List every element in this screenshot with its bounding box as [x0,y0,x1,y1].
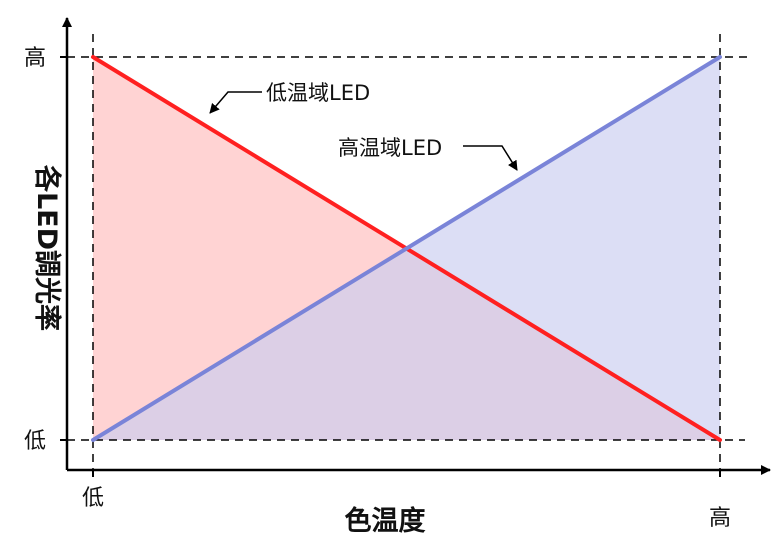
series-line-2 [91,55,722,442]
callout-leader-high-temp [463,145,518,171]
x-axis-title: 色温度 [345,505,426,537]
y-axis-title: 各LED調光率 [31,164,63,331]
x-tick-label-high: 高 [709,506,731,531]
y-tick-label-high: 高 [24,46,46,71]
y-tick-label-low: 低 [24,429,46,454]
callout-leader-low-temp [209,91,262,114]
callout-label-high-temp: 高温域LED [338,136,442,160]
callout-label-low-temp: 低温域LED [266,81,370,105]
x-tick-label-low: 低 [82,486,104,511]
